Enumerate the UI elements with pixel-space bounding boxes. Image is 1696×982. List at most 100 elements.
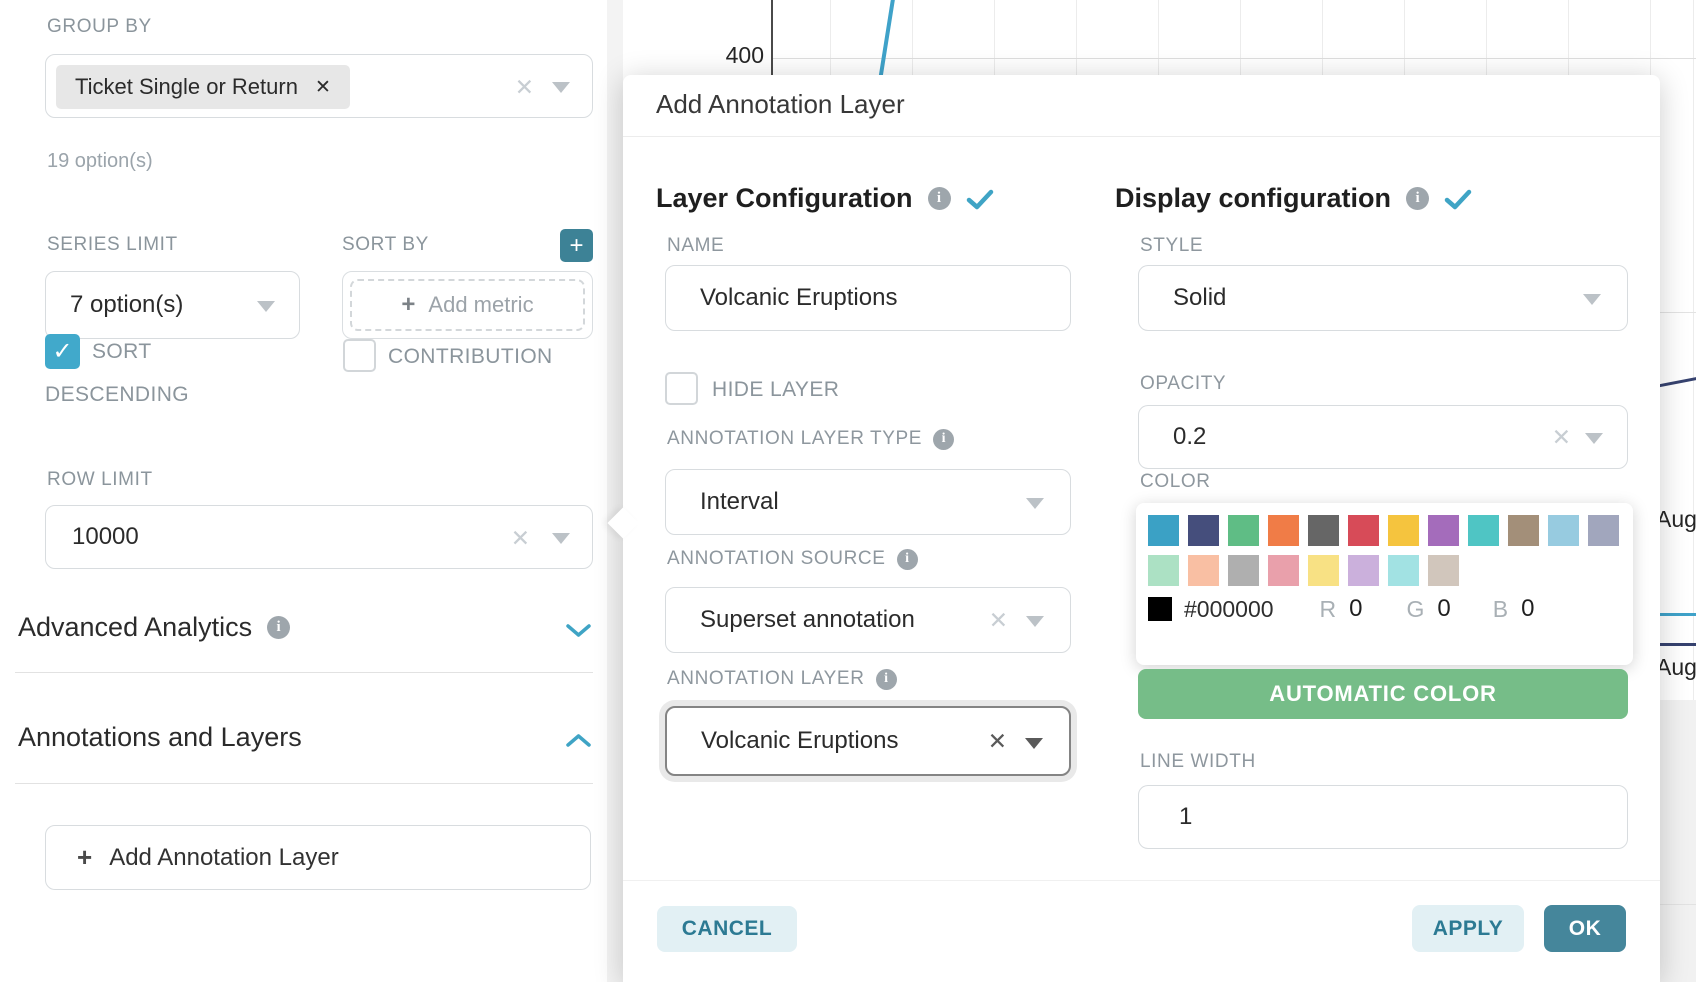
clear-icon[interactable]: ✕	[988, 607, 1008, 633]
b-value[interactable]: 0	[1521, 595, 1535, 622]
annotation-layer-label-row: ANNOTATION LAYER i	[667, 668, 897, 690]
palette-swatch[interactable]	[1268, 555, 1299, 586]
row-limit-value: 10000	[72, 523, 139, 550]
info-icon[interactable]: i	[875, 668, 897, 690]
palette-swatch[interactable]	[1228, 555, 1259, 586]
chevron-down-icon[interactable]	[1025, 738, 1043, 749]
style-select[interactable]: Solid	[1138, 265, 1628, 331]
cancel-label: CANCEL	[681, 917, 773, 940]
annotation-layer-type-label: ANNOTATION LAYER TYPE	[667, 428, 923, 449]
palette-swatch[interactable]	[1428, 555, 1459, 586]
group-by-select[interactable]: Ticket Single or Return ✕ ✕	[45, 54, 593, 118]
r-value[interactable]: 0	[1349, 595, 1363, 622]
focus-chart-line-teal	[1654, 613, 1696, 616]
sort-by-add-metric[interactable]: + Add metric	[342, 271, 593, 339]
chevron-down-icon[interactable]	[1026, 498, 1044, 509]
annotations-layers-header[interactable]: Annotations and Layers	[18, 722, 302, 753]
valid-check-icon	[1444, 189, 1472, 209]
info-icon[interactable]: i	[1406, 187, 1430, 210]
info-icon[interactable]: i	[927, 187, 951, 210]
style-label: STYLE	[1140, 235, 1204, 256]
name-input[interactable]: Volcanic Eruptions	[665, 265, 1071, 331]
sort-descending-checkbox[interactable]: ✓	[45, 334, 80, 369]
advanced-analytics-header[interactable]: Advanced Analytics i	[18, 612, 291, 643]
palette-swatch[interactable]	[1308, 515, 1339, 546]
series-limit-value: 7 option(s)	[70, 291, 184, 318]
chevron-down-icon[interactable]	[1583, 294, 1601, 305]
palette-swatch[interactable]	[1468, 515, 1499, 546]
palette-swatch[interactable]	[1188, 555, 1219, 586]
panel-resize-gutter[interactable]	[607, 0, 623, 982]
palette-swatch[interactable]	[1548, 515, 1579, 546]
chevron-down-icon[interactable]	[552, 533, 570, 544]
palette-swatch[interactable]	[1508, 515, 1539, 546]
annotation-layer-select[interactable]: Volcanic Eruptions ✕	[665, 706, 1071, 776]
clear-icon[interactable]: ✕	[514, 74, 534, 100]
palette-swatch[interactable]	[1388, 515, 1419, 546]
palette-swatch[interactable]	[1348, 515, 1379, 546]
automatic-color-button[interactable]: AUTOMATIC COLOR	[1138, 669, 1628, 719]
add-annotation-layer-button[interactable]: + Add Annotation Layer	[45, 825, 591, 890]
annotations-layers-title: Annotations and Layers	[18, 722, 302, 752]
hide-layer-checkbox[interactable]	[665, 372, 698, 405]
opacity-select[interactable]: 0.2 ✕	[1138, 405, 1628, 469]
chevron-down-icon[interactable]	[257, 301, 275, 312]
series-limit-select[interactable]: 7 option(s)	[45, 271, 300, 339]
contribution-checkbox[interactable]	[343, 339, 376, 372]
r-label: R	[1319, 595, 1337, 622]
group-by-tag[interactable]: Ticket Single or Return ✕	[56, 65, 350, 109]
add-metric-plus-button[interactable]: +	[560, 229, 593, 262]
palette-swatch[interactable]	[1428, 515, 1459, 546]
annotation-layer-value: Volcanic Eruptions	[701, 727, 899, 754]
ok-button[interactable]: OK	[1544, 905, 1626, 952]
palette-swatch[interactable]	[1188, 515, 1219, 546]
row-limit-label: ROW LIMIT	[47, 469, 153, 490]
cancel-button[interactable]: CANCEL	[657, 906, 797, 952]
clear-icon[interactable]: ✕	[987, 728, 1007, 754]
annotation-layer-type-value: Interval	[700, 488, 779, 515]
palette-swatch[interactable]	[1148, 555, 1179, 586]
info-icon[interactable]: i	[267, 616, 291, 639]
y-axis-tick-label: 400	[725, 42, 764, 68]
palette-swatch[interactable]	[1308, 555, 1339, 586]
annotation-source-label-row: ANNOTATION SOURCE i	[667, 548, 918, 570]
palette-swatch[interactable]	[1148, 515, 1179, 546]
palette-row-2	[1148, 555, 1621, 586]
chevron-down-icon[interactable]	[552, 82, 570, 93]
focus-chart-line-navy	[1654, 643, 1696, 646]
clear-icon[interactable]: ✕	[1551, 424, 1571, 450]
chevron-up-icon[interactable]	[565, 732, 592, 749]
line-width-input[interactable]: 1	[1138, 785, 1628, 849]
remove-tag-icon[interactable]: ✕	[314, 76, 331, 98]
palette-swatch[interactable]	[1228, 515, 1259, 546]
add-metric-dropzone[interactable]: + Add metric	[350, 279, 585, 331]
control-panel: GROUP BY Ticket Single or Return ✕ ✕ 19 …	[0, 0, 607, 982]
clear-icon[interactable]: ✕	[510, 525, 530, 551]
annotation-source-value: Superset annotation	[700, 606, 915, 633]
series-limit-label: SERIES LIMIT	[47, 234, 178, 255]
opacity-label: OPACITY	[1140, 373, 1227, 394]
advanced-analytics-title: Advanced Analytics	[18, 612, 253, 642]
section-divider	[15, 672, 593, 673]
annotation-layer-label: ANNOTATION LAYER	[667, 668, 865, 689]
g-value[interactable]: 0	[1437, 595, 1451, 622]
row-limit-select[interactable]: 10000 ✕	[45, 505, 593, 569]
palette-swatch[interactable]	[1268, 515, 1299, 546]
info-icon[interactable]: i	[933, 428, 955, 450]
annotation-source-select[interactable]: Superset annotation ✕	[665, 587, 1071, 653]
annotation-layer-type-select[interactable]: Interval	[665, 469, 1071, 535]
chevron-down-icon[interactable]	[1585, 433, 1603, 444]
name-label: NAME	[667, 235, 725, 256]
hide-layer-label: HIDE LAYER	[712, 378, 840, 401]
palette-swatch[interactable]	[1388, 555, 1419, 586]
palette-swatch[interactable]	[1588, 515, 1619, 546]
info-icon[interactable]: i	[896, 548, 918, 570]
chevron-down-icon[interactable]	[565, 622, 592, 639]
apply-button[interactable]: APPLY	[1412, 905, 1524, 952]
chevron-down-icon[interactable]	[1026, 616, 1044, 627]
hex-value[interactable]: #000000	[1184, 595, 1274, 622]
ok-label: OK	[1568, 916, 1602, 940]
palette-row-1	[1148, 515, 1621, 546]
layer-configuration-title: Layer Configuration	[656, 183, 913, 213]
palette-swatch[interactable]	[1348, 555, 1379, 586]
